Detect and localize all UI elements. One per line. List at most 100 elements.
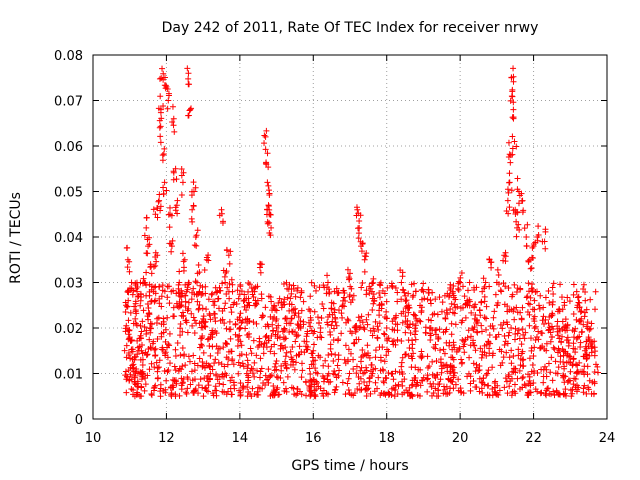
data-point — [525, 258, 532, 265]
data-point — [534, 237, 541, 244]
data-point — [265, 379, 272, 386]
data-point — [478, 299, 485, 306]
data-point — [361, 369, 368, 376]
data-point — [189, 322, 196, 329]
data-point — [541, 363, 548, 370]
data-point — [135, 347, 142, 354]
data-point — [143, 330, 150, 337]
data-point — [549, 377, 556, 384]
data-point — [210, 392, 217, 399]
data-point — [511, 336, 518, 343]
data-point — [213, 330, 220, 337]
data-point — [409, 355, 416, 362]
data-point — [325, 352, 332, 359]
data-point — [364, 342, 371, 349]
data-point — [196, 269, 203, 276]
data-point — [313, 287, 320, 294]
data-point — [219, 307, 226, 314]
data-point — [468, 309, 475, 316]
data-point — [206, 363, 213, 370]
data-point — [488, 264, 495, 271]
data-point — [433, 358, 440, 365]
data-point — [564, 294, 571, 301]
data-point — [143, 224, 150, 231]
data-point — [260, 313, 267, 320]
data-point — [196, 320, 203, 327]
data-point — [489, 385, 496, 392]
data-point — [529, 361, 536, 368]
data-point — [444, 311, 451, 318]
data-point — [506, 170, 513, 177]
data-point — [476, 388, 483, 395]
data-point — [205, 388, 212, 395]
data-point — [223, 268, 230, 275]
data-point — [344, 266, 351, 273]
data-point — [165, 341, 172, 348]
data-point — [409, 294, 416, 301]
data-point — [332, 319, 339, 326]
data-point — [170, 313, 177, 320]
data-point — [242, 325, 249, 332]
data-point — [480, 375, 487, 382]
data-point — [264, 179, 271, 186]
data-point — [251, 373, 258, 380]
data-point — [353, 326, 360, 333]
data-point — [417, 318, 424, 325]
data-point — [147, 320, 154, 327]
data-point — [157, 133, 164, 140]
data-point — [580, 389, 587, 396]
data-point — [558, 339, 565, 346]
data-point — [492, 291, 499, 298]
data-point — [172, 352, 179, 359]
data-point — [361, 268, 368, 275]
data-point — [218, 210, 225, 217]
data-point — [404, 305, 411, 312]
data-point — [586, 326, 593, 333]
data-point — [466, 354, 473, 361]
data-point — [399, 286, 406, 293]
data-point — [551, 392, 558, 399]
data-point — [235, 359, 242, 366]
data-point — [152, 297, 159, 304]
data-point — [298, 360, 305, 367]
data-point — [540, 304, 547, 311]
data-point — [374, 335, 381, 342]
data-point — [372, 379, 379, 386]
data-point — [389, 318, 396, 325]
data-point — [282, 385, 289, 392]
data-point — [190, 179, 197, 186]
data-point — [377, 282, 384, 289]
data-point — [257, 261, 264, 268]
data-point — [540, 313, 547, 320]
data-point — [550, 280, 557, 287]
data-point — [350, 292, 357, 299]
data-point — [235, 370, 242, 377]
data-point — [212, 383, 219, 390]
data-point — [173, 380, 180, 387]
data-point — [138, 384, 145, 391]
data-point — [128, 279, 135, 286]
data-point — [547, 338, 554, 345]
data-point — [370, 275, 377, 282]
data-point — [443, 361, 450, 368]
data-point — [381, 331, 388, 338]
data-point — [328, 322, 335, 329]
data-point — [161, 145, 168, 152]
data-point — [577, 339, 584, 346]
data-point — [394, 298, 401, 305]
data-point — [467, 333, 474, 340]
data-point — [187, 106, 194, 113]
data-point — [322, 357, 329, 364]
data-point — [472, 368, 479, 375]
data-point — [427, 337, 434, 344]
data-point — [327, 341, 334, 348]
data-point — [368, 280, 375, 287]
data-point — [126, 258, 133, 265]
data-point — [399, 382, 406, 389]
data-point — [216, 380, 223, 387]
data-point — [267, 211, 274, 218]
data-point — [177, 325, 184, 332]
data-point — [385, 389, 392, 396]
data-point — [229, 288, 236, 295]
data-point — [178, 366, 185, 373]
